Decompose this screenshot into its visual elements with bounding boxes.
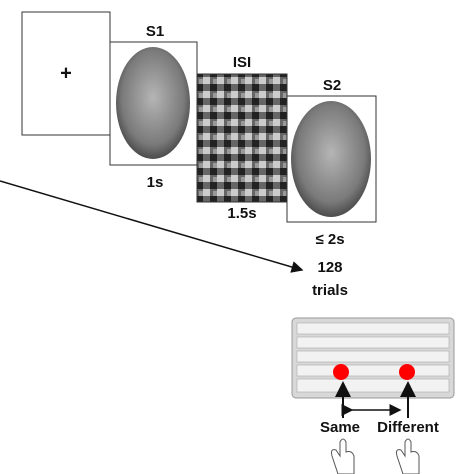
same-key xyxy=(333,364,349,380)
isi-noise xyxy=(196,73,288,203)
trial-unit: trials xyxy=(312,282,348,299)
s1-label: S1 xyxy=(146,23,164,40)
different-key xyxy=(399,364,415,380)
s2-label: S2 xyxy=(323,77,341,94)
time-arrow xyxy=(0,180,304,273)
face xyxy=(291,101,371,217)
different-label: Different xyxy=(377,419,439,436)
s1-duration: 1s xyxy=(147,174,164,191)
hand xyxy=(331,438,355,474)
keyboard xyxy=(291,317,455,399)
isi-duration: 1.5s xyxy=(227,205,256,222)
face xyxy=(116,47,190,159)
fixation-cross: + xyxy=(60,62,72,84)
same-label: Same xyxy=(320,419,360,436)
hand xyxy=(396,438,420,474)
fixation-frame xyxy=(21,11,111,136)
s2-duration: ≤ 2s xyxy=(315,231,344,248)
trial-count: 128 xyxy=(317,259,342,276)
isi-label: ISI xyxy=(233,54,251,71)
